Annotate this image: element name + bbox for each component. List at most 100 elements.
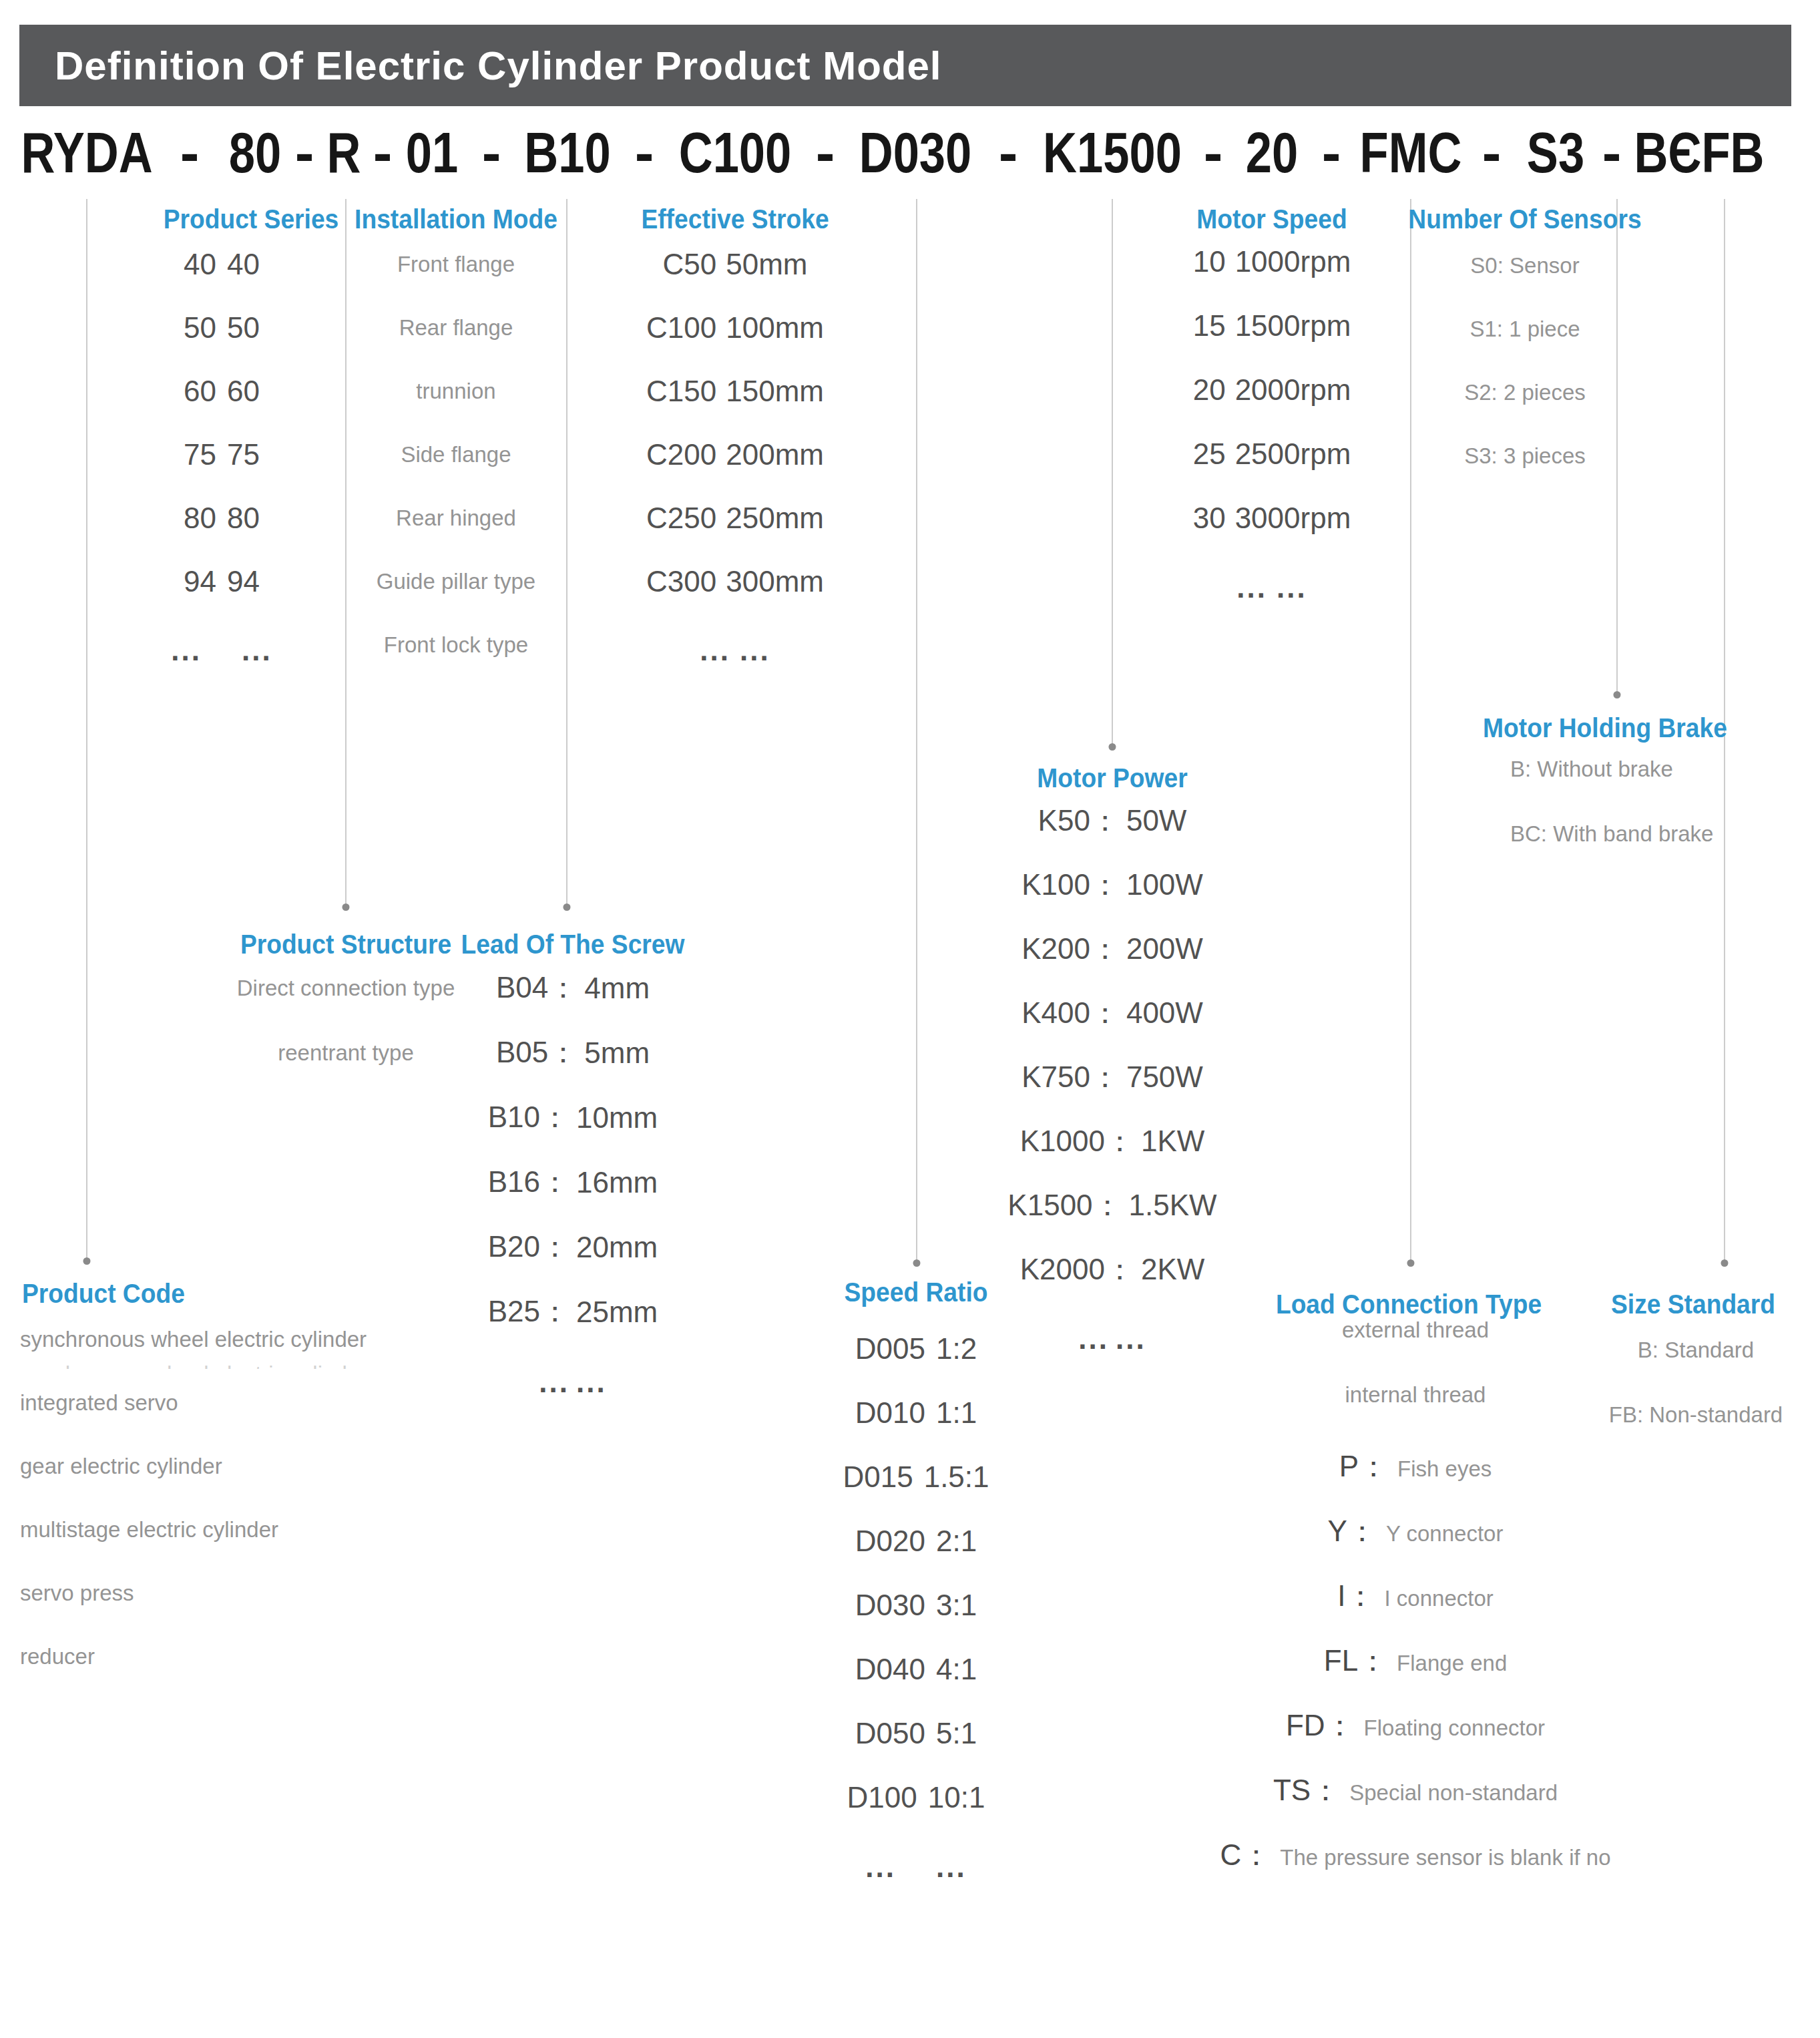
list-item: S2: 2 pieces (1464, 361, 1586, 424)
section-items-installation-mode: Front flangeRear flangetrunnionSide flan… (377, 232, 535, 676)
model-code-segment: C100 (679, 120, 792, 186)
list-item: 5050 (171, 296, 272, 359)
model-code-separator: - (1204, 120, 1223, 186)
list-item: D0505:1 (843, 1701, 989, 1766)
model-code-segment: S3 (1527, 120, 1584, 186)
list-item: multistage electric cylinder (20, 1498, 367, 1561)
model-code-separator: - (999, 120, 1018, 186)
list-item: 303000rpm (1193, 486, 1351, 550)
list-item: C：The pressure sensor is blank if no (1220, 1836, 1610, 1900)
section-header-product-structure: Product Structure (240, 930, 451, 960)
section-items-load-connection-type: external threadinternal threadP：Fish eye… (1220, 1317, 1610, 1900)
section-header-speed-ratio: Speed Ratio (845, 1277, 988, 1307)
model-code-separator: - (482, 120, 501, 186)
model-code-segment: K1500 (1043, 120, 1182, 186)
model-code-segment: B10 (524, 120, 610, 186)
list-item: reducer (20, 1625, 367, 1688)
section-header-effective-stroke: Effective Stroke (641, 204, 829, 234)
list-item: Side flange (377, 423, 535, 486)
list-item: K2000：2KW (1007, 1237, 1216, 1301)
leader-line-lead-of-screw (566, 199, 567, 908)
list-item: K50：50W (1007, 789, 1216, 853)
list-item: C150150mm (646, 359, 824, 423)
model-code-separator: - (295, 120, 314, 186)
list-item: B: Standard (1609, 1317, 1783, 1382)
list-item: C250250mm (646, 486, 824, 550)
list-item: Y：Y connector (1220, 1512, 1610, 1577)
list-item: B25：25mm (488, 1279, 658, 1344)
list-item: B16：16mm (488, 1150, 658, 1215)
list-item: reentrant type (237, 1020, 455, 1085)
list-item: K200：200W (1007, 917, 1216, 981)
list-item: ...... (1007, 1307, 1216, 1371)
section-header-load-connection-type: Load Connection Type (1276, 1289, 1542, 1319)
list-item: K1000：1KW (1007, 1109, 1216, 1173)
list-item: S1: 1 piece (1464, 297, 1586, 361)
list-item: D0101:1 (843, 1381, 989, 1445)
list-item: servo press (20, 1561, 367, 1625)
model-code-segment: R (327, 120, 361, 186)
list-item: ...... (1193, 556, 1351, 620)
section-items-product-code: synchronous wheel electric cylinderinteg… (20, 1307, 367, 1688)
section-items-size-standard: B: StandardFB: Non-standard (1609, 1317, 1783, 1447)
list-item: 252500rpm (1193, 422, 1351, 486)
list-item: D10010:1 (843, 1766, 989, 1830)
list-item: 8080 (171, 486, 272, 550)
model-code-segment: FMC (1360, 120, 1462, 186)
list-item: D0051:2 (843, 1317, 989, 1381)
list-item: ...... (646, 618, 824, 682)
list-item: Direct connection type (237, 956, 455, 1020)
list-item: 9494 (171, 550, 272, 613)
list-item: 202000rpm (1193, 358, 1351, 422)
list-item: 6060 (171, 359, 272, 423)
list-item: external thread (1220, 1317, 1610, 1382)
list-item: FB: Non-standard (1609, 1382, 1783, 1447)
list-item: C5050mm (646, 232, 824, 296)
list-item: ...... (488, 1350, 658, 1414)
model-code-segment: 20 (1246, 120, 1298, 186)
list-item: Guide pillar type (377, 550, 535, 613)
section-items-motor-power: K50：50WK100：100WK200：200WK400：400WK750：7… (1007, 789, 1216, 1371)
list-item: Rear hinged (377, 486, 535, 550)
section-items-motor-holding-brake: B: Without brakeBC: With band brake (1510, 737, 1713, 866)
list-item: P：Fish eyes (1220, 1447, 1610, 1512)
leader-line-product-code (86, 199, 87, 1262)
list-item: B: Without brake (1510, 737, 1713, 801)
section-items-product-series: 404050506060757580809494...... (171, 232, 272, 682)
section-items-motor-speed: 101000rpm151500rpm202000rpm252500rpm3030… (1193, 230, 1351, 620)
model-code-segment: 80 (229, 120, 281, 186)
model-code-separator: - (1482, 120, 1502, 186)
section-header-product-series: Product Series (164, 204, 339, 234)
list-item: FL：Flange end (1220, 1641, 1610, 1706)
list-item: D0202:1 (843, 1509, 989, 1573)
list-item: synchronous wheel electric cylinder (20, 1307, 367, 1371)
list-item: D0404:1 (843, 1637, 989, 1701)
list-item: Rear flange (377, 296, 535, 359)
leader-line-speed-ratio (916, 199, 917, 1264)
list-item: I：I connector (1220, 1577, 1610, 1641)
list-item: trunnion (377, 359, 535, 423)
model-code-separator: - (1322, 120, 1341, 186)
list-item: FD：Floating connector (1220, 1706, 1610, 1771)
list-item: K1500：1.5KW (1007, 1173, 1216, 1237)
model-code-segment: BЄFB (1634, 120, 1764, 186)
model-code-segment: RYDA (21, 120, 152, 186)
model-code-segment: D030 (859, 120, 972, 186)
list-item: internal thread (1220, 1382, 1610, 1447)
banner: Definition Of Electric Cylinder Product … (19, 25, 1791, 106)
list-item: D0151.5:1 (843, 1445, 989, 1509)
list-item: C100100mm (646, 296, 824, 359)
page: Definition Of Electric Cylinder Product … (0, 0, 1820, 2038)
section-header-installation-mode: Installation Mode (355, 204, 557, 234)
list-item: C200200mm (646, 423, 824, 486)
section-items-number-of-sensors: S0: SensorS1: 1 pieceS2: 2 piecesS3: 3 p… (1464, 234, 1586, 487)
section-items-effective-stroke: C5050mmC100100mmC150150mmC200200mmC25025… (646, 232, 824, 682)
list-item: B10：10mm (488, 1085, 658, 1150)
list-item: ...... (171, 618, 272, 682)
list-item: S0: Sensor (1464, 234, 1586, 297)
section-items-product-structure: Direct connection typereentrant type (237, 956, 455, 1085)
section-items-lead-of-screw: B04：4mmB05：5mmB10：10mmB16：16mmB20：20mmB2… (488, 956, 658, 1414)
model-code-separator: - (816, 120, 835, 186)
list-item: BC: With band brake (1510, 801, 1713, 866)
model-code-separator: - (635, 120, 654, 186)
